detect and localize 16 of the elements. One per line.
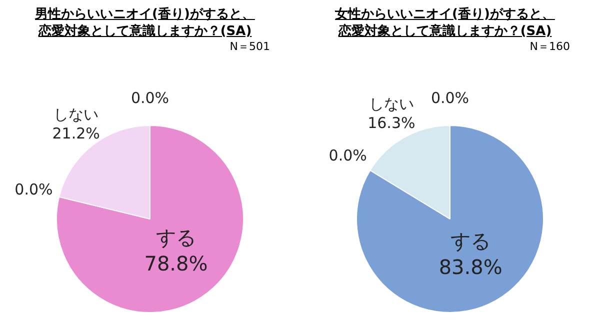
chart-title: 男性からいいニオイ(香り)がすると、恋愛対象として意識しますか？(SA) <box>34 6 256 40</box>
slice-label: しない <box>368 95 414 114</box>
slice-label: する <box>156 225 196 250</box>
text: 0.0% <box>130 89 170 108</box>
text: 0.0% <box>14 180 53 199</box>
text: 0.0% <box>430 89 470 108</box>
text: 0.0% <box>328 146 367 165</box>
data-label: 78.8% <box>144 251 208 276</box>
data-label: 16.3% <box>368 114 416 132</box>
slice-label: しない <box>54 105 99 124</box>
data-label: 83.8% <box>438 254 502 279</box>
data-label: 21.2% <box>52 124 100 142</box>
chart-subtitle: N＝160 <box>528 40 570 53</box>
chart-subtitle: N＝501 <box>228 40 270 53</box>
chart-title: 女性からいいニオイ(香り)がすると、恋愛対象として意識しますか？(SA) <box>334 6 556 40</box>
slice-label: する <box>450 228 491 253</box>
